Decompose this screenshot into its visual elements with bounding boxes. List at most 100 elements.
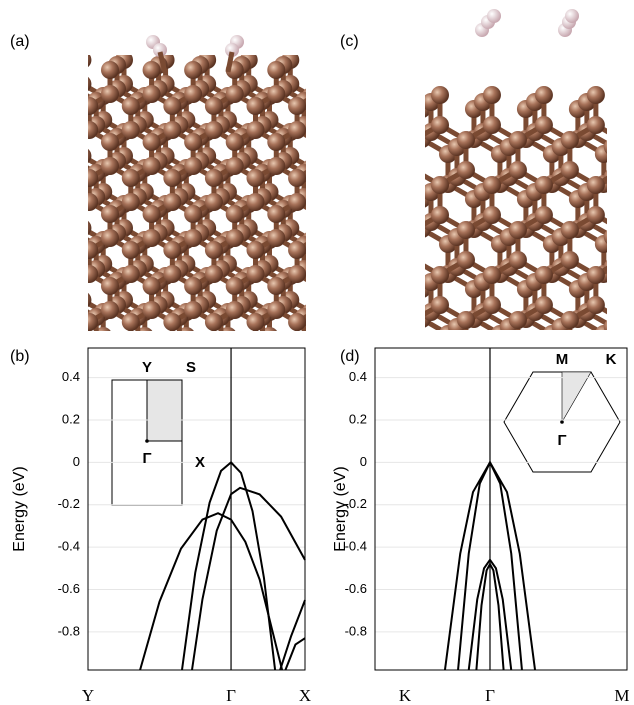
atom (500, 348, 518, 366)
bond (344, 319, 370, 334)
bond (388, 260, 414, 275)
bond (332, 192, 353, 204)
bond (622, 305, 634, 320)
bond (228, 336, 249, 348)
bond (414, 395, 440, 410)
atom (344, 183, 362, 201)
bond (379, 177, 405, 192)
bond (332, 156, 353, 168)
atom (483, 356, 501, 374)
bond (318, 130, 339, 142)
atom (267, 229, 286, 247)
atom (88, 220, 92, 236)
bond (448, 409, 474, 424)
bond (353, 120, 374, 132)
atom (225, 301, 244, 319)
inset-label: Γ (557, 432, 566, 449)
bond (346, 125, 367, 137)
atom (405, 341, 423, 359)
bond (601, 181, 607, 189)
band-line (279, 599, 306, 671)
atom (482, 206, 501, 224)
bond (332, 84, 353, 96)
atom (101, 85, 119, 103)
bond (138, 341, 159, 353)
atom (405, 311, 423, 329)
atom (316, 128, 334, 146)
y-tick-label: 0 (360, 454, 367, 469)
atom (613, 251, 631, 269)
plot-frame (87, 347, 306, 671)
atom (508, 221, 527, 239)
atom (309, 133, 327, 151)
bond (362, 215, 388, 230)
atom (212, 332, 230, 350)
atom (431, 116, 449, 134)
atom (246, 121, 265, 139)
atom (482, 116, 501, 134)
band-line (139, 512, 284, 671)
atom (59, 157, 77, 175)
bond (370, 139, 396, 154)
bond (62, 84, 83, 96)
bond (630, 229, 634, 244)
bond (68, 346, 89, 358)
atom (448, 348, 466, 366)
bond (344, 139, 370, 154)
atom (288, 193, 306, 211)
bond (483, 402, 509, 417)
atom (246, 241, 265, 259)
atom (603, 140, 607, 154)
atom (621, 100, 634, 118)
bond (388, 125, 414, 140)
bond (325, 89, 346, 101)
x-tick-label: Γ (226, 686, 236, 705)
atom (80, 337, 98, 355)
inset-label: Γ (142, 450, 151, 467)
atom (316, 80, 334, 98)
band-line (180, 461, 277, 671)
bond (339, 130, 360, 142)
atom (370, 213, 388, 231)
atom (370, 363, 388, 381)
bond (290, 336, 311, 348)
bond (344, 229, 370, 244)
atom (330, 241, 348, 259)
atom (344, 303, 362, 321)
atom (560, 251, 579, 269)
atom (586, 206, 605, 224)
atom (509, 341, 527, 359)
atom (396, 318, 414, 336)
atom (246, 169, 265, 187)
bond (48, 166, 69, 178)
atom (603, 320, 607, 330)
atom (613, 311, 631, 329)
atom (262, 327, 277, 331)
bond (362, 305, 388, 320)
bond (88, 318, 92, 325)
bond (370, 229, 396, 244)
atom (122, 337, 140, 355)
atom (142, 133, 161, 151)
atom (184, 229, 203, 247)
atom (121, 313, 140, 331)
atom (361, 100, 379, 118)
atom (370, 393, 388, 411)
atom (405, 251, 423, 269)
atom (330, 313, 348, 331)
bond (48, 310, 69, 322)
atom (101, 61, 119, 79)
atom (184, 157, 203, 175)
atom (379, 266, 397, 284)
atom (309, 229, 327, 247)
y-axis-label: Energy (eV) (332, 466, 349, 551)
atom (594, 145, 607, 163)
atom (534, 86, 553, 104)
inset-label: S (186, 359, 196, 376)
atom (482, 266, 501, 284)
atom (621, 130, 634, 148)
atom (586, 296, 605, 314)
bond (613, 267, 634, 282)
bond (570, 350, 596, 365)
atom (323, 75, 341, 93)
